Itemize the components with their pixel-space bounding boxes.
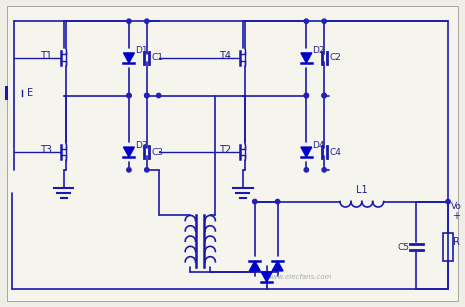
Circle shape [145,93,149,98]
Text: L1: L1 [356,185,368,195]
Text: C3: C3 [152,148,164,157]
Circle shape [322,93,326,98]
Polygon shape [301,53,312,63]
Circle shape [252,199,257,204]
Circle shape [322,168,326,172]
Polygon shape [249,261,260,271]
Text: D4: D4 [312,141,325,150]
Text: D3: D3 [135,141,147,150]
Circle shape [145,19,149,23]
Polygon shape [124,147,134,157]
Text: D1: D1 [135,46,147,56]
Circle shape [127,19,131,23]
Text: D2: D2 [312,46,325,56]
Text: T4: T4 [219,51,231,61]
Circle shape [304,93,308,98]
Circle shape [127,93,131,98]
Polygon shape [124,53,134,63]
Text: C1: C1 [152,53,164,62]
Text: Vo: Vo [451,202,461,211]
Text: C4: C4 [329,148,341,157]
Text: T1: T1 [40,51,52,61]
Circle shape [127,93,131,98]
Circle shape [304,93,308,98]
Text: T2: T2 [219,145,231,155]
Circle shape [145,93,149,98]
Circle shape [275,199,280,204]
Text: E: E [27,87,33,98]
Text: +: + [452,212,460,221]
Polygon shape [272,261,283,271]
Circle shape [322,19,326,23]
Circle shape [446,199,450,204]
Circle shape [304,168,308,172]
Circle shape [157,93,161,98]
Text: T3: T3 [40,145,52,155]
Text: C2: C2 [329,53,341,62]
Polygon shape [301,147,312,157]
Circle shape [304,19,308,23]
Circle shape [145,168,149,172]
Text: www.elecfans.com: www.elecfans.com [266,274,332,280]
Text: C5: C5 [398,243,410,252]
Circle shape [322,93,326,98]
Circle shape [127,168,131,172]
Polygon shape [261,272,272,282]
Text: R: R [452,237,459,247]
Bar [443,233,453,261]
